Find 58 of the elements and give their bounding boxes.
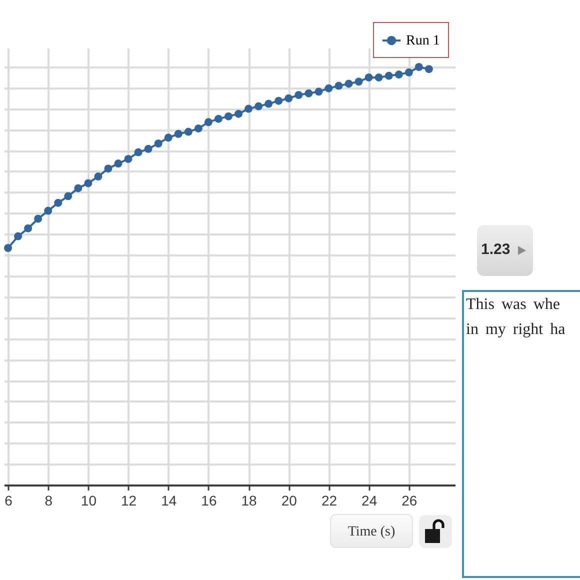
point [264,100,273,108]
x-tick-label: 10 [80,492,97,508]
point [24,224,32,232]
point [14,232,22,240]
value-button: 1.23 [477,225,533,276]
point [104,164,112,173]
point [114,160,122,168]
point [194,124,202,132]
x-tick-label: 14 [161,492,177,508]
x-axis-title: Time (s) [348,524,396,540]
point [424,65,433,74]
x-tick-label: 20 [281,492,298,508]
point [304,89,313,98]
point [84,179,92,188]
point [274,96,283,105]
x-tick-label: 6 [4,492,13,508]
point [404,68,413,76]
point [164,134,172,142]
point [324,84,333,92]
point [204,118,212,126]
point [184,128,192,136]
point [44,206,52,215]
legend-label: Run 1 [406,34,440,48]
x-tick-label: 26 [402,492,418,508]
point [294,91,303,99]
point [254,102,263,110]
point [224,112,232,120]
point [334,82,343,90]
point [354,78,363,86]
point [244,104,253,113]
text-box: This was whe in my right ha [462,290,580,578]
point [284,94,293,102]
point [344,80,353,88]
point [364,73,373,82]
point [134,148,142,156]
point [214,114,222,123]
point [94,172,102,181]
point [314,88,323,96]
point [234,110,243,118]
x-tick-label: 16 [201,492,217,508]
point [394,70,403,79]
point [414,63,423,71]
point [74,184,82,192]
point [174,130,182,138]
point [54,198,62,207]
point [154,140,162,148]
x-tick-label: 8 [44,492,53,508]
point [4,244,12,252]
point [144,144,152,153]
point [374,73,383,82]
point [34,214,42,223]
point [124,154,132,163]
point [384,72,393,80]
x-tick-label: 24 [362,492,378,508]
x-tick-label: 18 [241,492,258,508]
x-tick-label: 22 [321,492,338,508]
point [64,192,72,200]
x-tick-label: 12 [120,492,137,508]
